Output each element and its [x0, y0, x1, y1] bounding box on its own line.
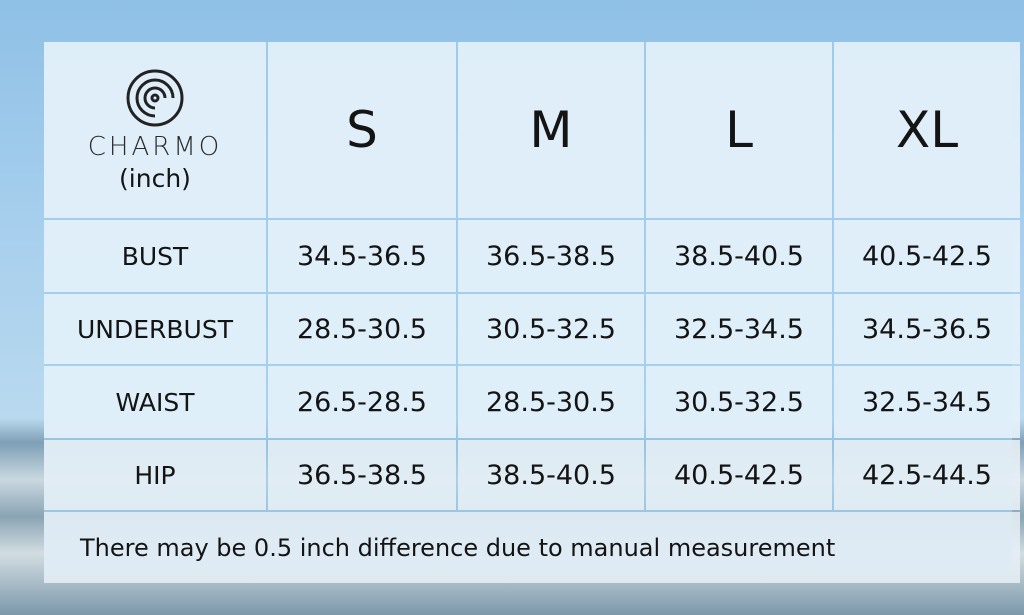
brand-name: CHARMO: [87, 131, 223, 162]
table-cell: 36.5-38.5: [268, 440, 456, 510]
table-cell: 42.5-44.5: [834, 440, 1020, 510]
unit-label: (inch): [119, 163, 191, 193]
table-cell: 40.5-42.5: [646, 440, 832, 510]
table-cell: 40.5-42.5: [834, 220, 1020, 292]
spiral-logo-icon: [126, 69, 184, 126]
size-header: S: [268, 42, 456, 218]
table-cell: 30.5-32.5: [646, 366, 832, 438]
table-cell: 34.5-36.5: [834, 294, 1020, 364]
size-header: L: [646, 42, 832, 218]
table-cell: 32.5-34.5: [834, 366, 1020, 438]
size-header: XL: [834, 42, 1020, 218]
table-cell: 34.5-36.5: [268, 220, 456, 292]
table-cell: 36.5-38.5: [458, 220, 644, 292]
table-cell: 38.5-40.5: [646, 220, 832, 292]
row-label: WAIST: [44, 366, 266, 438]
row-label: BUST: [44, 220, 266, 292]
size-header: M: [458, 42, 644, 218]
row-label: UNDERBUST: [44, 294, 266, 364]
table-cell: 30.5-32.5: [458, 294, 644, 364]
brand-cell: CHARMO (inch): [44, 42, 266, 218]
size-chart-table: CHARMO (inch) S M L XL BUST 34.5-36.5 36…: [44, 42, 1020, 583]
table-cell: 28.5-30.5: [458, 366, 644, 438]
table-cell: 26.5-28.5: [268, 366, 456, 438]
table-cell: 38.5-40.5: [458, 440, 644, 510]
table-cell: 32.5-34.5: [646, 294, 832, 364]
measurement-note: There may be 0.5 inch difference due to …: [44, 512, 1020, 583]
row-label: HIP: [44, 440, 266, 510]
table-cell: 28.5-30.5: [268, 294, 456, 364]
